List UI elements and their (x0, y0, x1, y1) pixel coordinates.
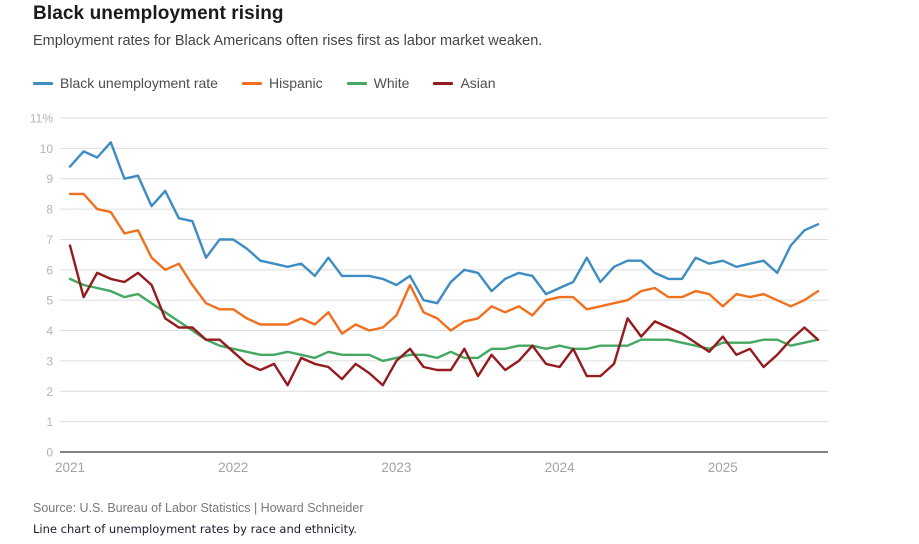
legend-item-asian: Asian (433, 75, 496, 91)
legend-item-hispanic: Hispanic (241, 75, 323, 91)
y-axis-tick-label: 9 (46, 172, 53, 186)
legend-swatch-hispanic (241, 81, 262, 85)
y-axis-tick-label: 10 (40, 142, 54, 156)
series-line-white (68, 277, 820, 363)
legend-label: White (373, 75, 410, 91)
chart-subtitle: Employment rates for Black Americans oft… (33, 33, 543, 49)
series-line-hispanic (68, 192, 820, 335)
y-axis-tick-label: 0 (46, 446, 53, 460)
y-axis-tick-label: 11% (30, 112, 53, 126)
y-axis-tick-label: 1 (46, 415, 53, 429)
legend-swatch-white (346, 81, 367, 85)
x-axis-tick-label: 2023 (381, 460, 411, 475)
legend: Black unemployment rate Hispanic White A… (33, 75, 496, 91)
legend-label: Black unemployment rate (60, 75, 218, 91)
y-axis-tick-label: 6 (46, 263, 53, 277)
legend-item-white: White (346, 75, 410, 91)
series-line-black-unemployment-rate (68, 141, 820, 305)
y-axis-tick-label: 8 (46, 203, 53, 217)
source-line: Source: U.S. Bureau of Labor Statistics … (33, 501, 364, 515)
legend-label: Hispanic (268, 75, 323, 91)
y-axis-tick-label: 4 (46, 324, 53, 338)
legend-item-black-unemployment: Black unemployment rate (33, 75, 218, 91)
x-axis-tick-label: 2024 (545, 460, 576, 475)
y-axis-tick-label: 5 (46, 294, 53, 308)
y-axis-tick-label: 2 (46, 385, 53, 399)
chart-title: Black unemployment rising (33, 3, 284, 24)
x-axis-tick-label: 2022 (218, 460, 248, 475)
legend-swatch-black-unemployment (33, 81, 53, 85)
legend-label: Asian (460, 75, 496, 91)
y-axis-tick-label: 7 (46, 233, 53, 247)
chart-caption: Line chart of unemployment rates by race… (33, 522, 357, 536)
series-line-asian (68, 244, 820, 387)
y-axis-tick-label: 3 (46, 354, 53, 368)
legend-swatch-asian (433, 81, 454, 85)
x-axis-tick-label: 2025 (708, 460, 738, 475)
x-axis-tick-label: 2021 (55, 460, 85, 475)
